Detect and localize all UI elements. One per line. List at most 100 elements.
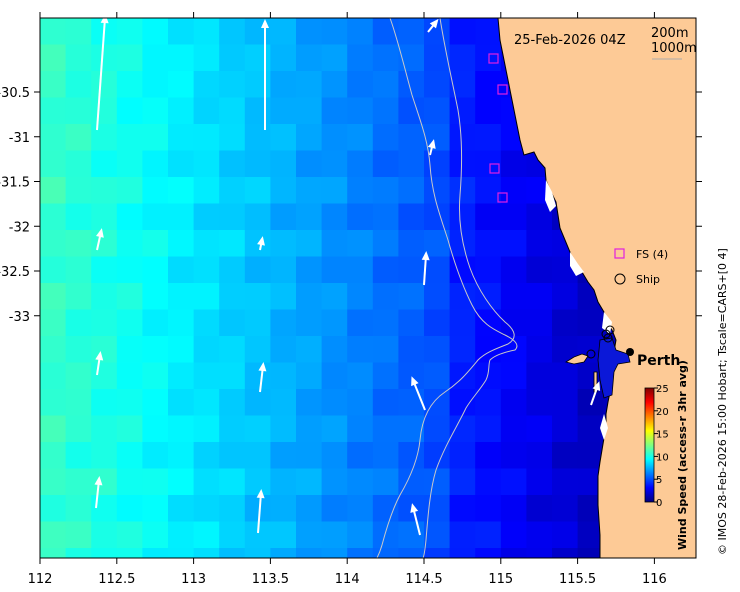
wind-cell <box>116 495 143 523</box>
wind-cell <box>372 389 399 417</box>
date-label: 25-Feb-2026 04Z <box>514 33 626 48</box>
wind-cell <box>398 18 425 46</box>
wind-cell <box>296 44 323 72</box>
wind-cell <box>424 97 451 125</box>
wind-cell <box>219 71 246 99</box>
wind-cell <box>244 336 271 364</box>
wind-cell <box>244 362 271 390</box>
wind-cell <box>424 283 451 311</box>
wind-cell <box>347 548 374 558</box>
wind-cell <box>398 256 425 284</box>
wind-cell <box>526 548 553 558</box>
wind-cell <box>526 256 553 284</box>
wind-cell <box>296 97 323 125</box>
wind-cell <box>244 150 271 178</box>
x-tick-label: 112.5 <box>98 572 135 587</box>
wind-cell <box>193 442 220 470</box>
x-tick-label: 113 <box>181 572 206 587</box>
wind-cell <box>372 415 399 443</box>
wind-cell <box>219 150 246 178</box>
wind-cell <box>270 150 297 178</box>
wind-cell <box>142 177 169 205</box>
wind-cell <box>91 548 118 558</box>
wind-cell <box>321 71 348 99</box>
wind-cell <box>40 71 67 99</box>
wind-cell <box>116 415 143 443</box>
contour-1000m-line <box>376 18 515 558</box>
wind-cell <box>321 283 348 311</box>
wind-cell <box>142 18 169 46</box>
wind-cell <box>398 203 425 231</box>
wind-cell <box>347 44 374 72</box>
wind-cell <box>449 389 476 417</box>
wind-cell <box>168 389 195 417</box>
wind-cell <box>449 44 476 72</box>
wind-arrow <box>410 503 421 536</box>
wind-cell <box>398 44 425 72</box>
wind-cell <box>372 548 399 558</box>
wind-cell <box>244 548 271 558</box>
x-axis: 112 112.5 113 113.5 114 114.5 115 115.5 116 <box>28 12 667 587</box>
wind-cell <box>398 548 425 558</box>
wind-cell <box>296 336 323 364</box>
wind-cell <box>347 362 374 390</box>
wind-cell <box>449 71 476 99</box>
wind-cell <box>526 521 553 549</box>
city-label-perth: Perth <box>637 353 680 369</box>
wind-cell <box>168 71 195 99</box>
wind-cell <box>347 18 374 46</box>
wind-cell <box>424 150 451 178</box>
x-tick-label: 116 <box>642 572 667 587</box>
x-tick-label: 114 <box>335 572 360 587</box>
wind-cell <box>65 124 92 152</box>
wind-vectors <box>94 18 601 536</box>
wind-cell <box>321 389 348 417</box>
wind-cell <box>168 362 195 390</box>
wind-cell <box>168 177 195 205</box>
wind-cell <box>40 177 67 205</box>
wind-cell <box>40 150 67 178</box>
wind-cell <box>449 124 476 152</box>
wind-cell <box>244 44 271 72</box>
wind-cell <box>449 150 476 178</box>
wind-cell <box>91 442 118 470</box>
wind-cell <box>168 548 195 558</box>
ship-markers <box>586 325 615 359</box>
wind-cell <box>526 468 553 496</box>
wind-cell <box>244 442 271 470</box>
wind-cell <box>347 71 374 99</box>
fs-marker <box>497 84 508 95</box>
wind-cell <box>552 309 579 337</box>
wind-cell <box>116 150 143 178</box>
wind-cell <box>475 71 502 99</box>
wind-cell <box>65 389 92 417</box>
wind-cell <box>193 124 220 152</box>
wind-cell <box>552 415 579 443</box>
wind-cell <box>91 283 118 311</box>
wind-cell <box>91 71 118 99</box>
wind-cell <box>193 177 220 205</box>
wind-cell <box>321 124 348 152</box>
wind-cell <box>91 309 118 337</box>
wind-cell <box>347 256 374 284</box>
wind-cell <box>526 336 553 364</box>
wind-cell <box>449 283 476 311</box>
wind-cell <box>244 283 271 311</box>
wind-cell <box>116 203 143 231</box>
wind-cell <box>347 495 374 523</box>
wind-cell <box>296 150 323 178</box>
colorbar-ticks: 0 5 10 15 20 25 <box>654 384 669 509</box>
wind-cell <box>40 495 67 523</box>
wind-cell <box>91 124 118 152</box>
wind-cell <box>91 150 118 178</box>
wind-cell <box>116 44 143 72</box>
wind-cell <box>40 283 67 311</box>
wind-cell <box>244 97 271 125</box>
wind-cell <box>168 44 195 72</box>
wind-cell <box>116 336 143 364</box>
wind-cell <box>142 415 169 443</box>
wind-cell <box>91 521 118 549</box>
wind-cell <box>244 124 271 152</box>
wind-cell <box>424 71 451 99</box>
wind-cell <box>372 97 399 125</box>
